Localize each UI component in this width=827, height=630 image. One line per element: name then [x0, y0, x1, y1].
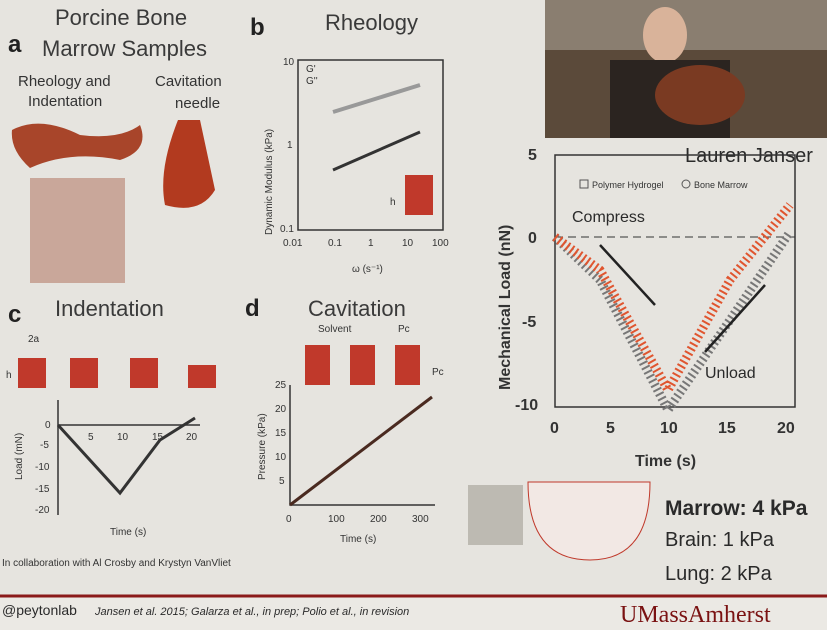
- x-tick-label: 15: [718, 420, 736, 437]
- x-axis-label: Time (s): [340, 534, 376, 545]
- y-tick-label: 0.1: [280, 224, 294, 235]
- y-tick-label: 15: [275, 428, 287, 439]
- y-tick-label: 5: [528, 147, 537, 164]
- y-tick-label: -10: [35, 462, 50, 473]
- panel-title: Cavitation: [308, 296, 406, 321]
- photo-face: [643, 7, 687, 63]
- panel-letter: b: [250, 14, 265, 41]
- label: Pc: [432, 367, 444, 378]
- label: Solvent: [318, 324, 352, 335]
- panel-title: Indentation: [55, 296, 164, 321]
- y-tick-label: 25: [275, 380, 287, 391]
- panel-title: Porcine Bone: [55, 5, 187, 30]
- panel-letter: a: [8, 31, 22, 58]
- micrograph: [468, 485, 523, 545]
- annotation: Unload: [705, 365, 756, 382]
- x-tick-label: 15: [152, 432, 164, 443]
- legend-label: G'': [306, 76, 318, 87]
- sample-image: [30, 178, 125, 283]
- y-tick-label: 20: [275, 404, 287, 415]
- x-axis-label: Time (s): [635, 453, 696, 470]
- x-tick-label: 5: [88, 432, 94, 443]
- y-tick-label: 0: [528, 230, 537, 247]
- x-tick-label: 10: [660, 420, 678, 437]
- modulus: Marrow: 4 kPa: [665, 497, 808, 520]
- panel-letter: c: [8, 301, 21, 328]
- collaboration: In collaboration with Al Crosby and Krys…: [2, 558, 231, 569]
- x-tick-label: 100: [328, 514, 345, 525]
- label: h: [390, 197, 396, 208]
- icon: [18, 358, 46, 388]
- x-tick-label: 20: [186, 432, 198, 443]
- icon: [350, 345, 375, 385]
- y-tick-label: -5: [522, 314, 536, 331]
- x-tick-label: 5: [606, 420, 615, 437]
- x-tick-label: 300: [412, 514, 429, 525]
- icon: [305, 345, 330, 385]
- logo: UMassAmherst: [620, 602, 771, 628]
- x-tick-label: 1: [368, 238, 374, 249]
- citations: Jansen et al. 2015; Galarza et al., in p…: [94, 606, 409, 618]
- y-axis-label: Mechanical Load (nN): [497, 225, 514, 390]
- y-tick-label: 10: [275, 452, 287, 463]
- label: Cavitation: [155, 73, 222, 90]
- y-axis-label: Dynamic Modulus (kPa): [264, 129, 275, 235]
- x-tick-label: 0: [286, 514, 292, 525]
- label: needle: [175, 95, 220, 112]
- x-tick-label: 100: [432, 238, 449, 249]
- y-tick-label: 10: [283, 57, 295, 68]
- x-tick-label: 10: [117, 432, 129, 443]
- panel-title: Marrow Samples: [42, 36, 207, 61]
- x-tick-label: 20: [777, 420, 795, 437]
- page: {"panel_a": {"letter": "a", "title": ["P…: [0, 0, 827, 630]
- y-tick-label: -10: [515, 397, 538, 414]
- y-tick-label: 1: [287, 140, 293, 151]
- label: Rheology and: [18, 73, 111, 90]
- label: h: [6, 370, 12, 381]
- x-tick-label: 10: [402, 238, 414, 249]
- label: Pc: [398, 324, 410, 335]
- legend-label: Bone Marrow: [694, 180, 748, 190]
- legend-label: Polymer Hydrogel: [592, 180, 664, 190]
- inset-icon: [405, 175, 433, 215]
- x-axis-label: Time (s): [110, 527, 146, 538]
- x-tick-label: 0: [550, 420, 559, 437]
- x-axis-label: ω (s⁻¹): [352, 264, 383, 275]
- panel-letter: d: [245, 295, 260, 322]
- y-tick-label: -20: [35, 505, 50, 516]
- label: 2a: [28, 334, 40, 345]
- y-tick-label: -5: [40, 440, 49, 451]
- icon: [130, 358, 158, 388]
- annotation: Compress: [572, 209, 645, 226]
- photo-chicken: [655, 65, 745, 125]
- y-tick-label: -15: [35, 484, 50, 495]
- y-axis-label: Pressure (kPa): [257, 413, 268, 480]
- label: Indentation: [28, 93, 102, 110]
- legend-label: G': [306, 64, 316, 75]
- icon: [188, 365, 216, 388]
- icon: [395, 345, 420, 385]
- slide: a Porcine Bone Marrow Samples Rheology a…: [0, 0, 827, 630]
- icon: [70, 358, 98, 388]
- x-tick-label: 200: [370, 514, 387, 525]
- x-tick-label: 0.01: [283, 238, 303, 249]
- x-tick-label: 0.1: [328, 238, 342, 249]
- modulus: Lung: 2 kPa: [665, 563, 773, 585]
- panel-title: Rheology: [325, 10, 418, 35]
- modulus: Brain: 1 kPa: [665, 529, 775, 551]
- y-tick-label: 5: [279, 476, 285, 487]
- y-axis-label: Load (mN): [14, 433, 25, 480]
- y-tick-label: 0: [45, 420, 51, 431]
- handle: @peytonlab: [2, 602, 77, 618]
- speaker-name: Lauren Janser: [685, 145, 813, 167]
